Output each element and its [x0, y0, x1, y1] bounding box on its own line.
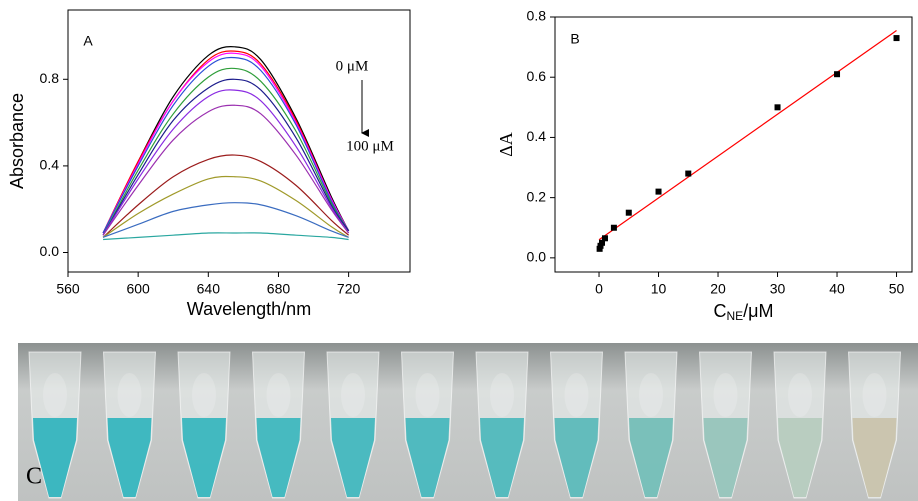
- panel-label: C: [26, 464, 42, 490]
- tube-highlight: [266, 373, 291, 417]
- y-axis-title: Absorbance: [7, 93, 27, 189]
- x-tick-label: 640: [197, 281, 221, 297]
- tube-liquid: [852, 418, 897, 497]
- spectrum-line: [102, 104, 350, 236]
- spectrum-line: [102, 46, 350, 234]
- data-point: [834, 71, 841, 78]
- data-point: [599, 239, 606, 246]
- data-point: [596, 245, 603, 252]
- spectrum-line: [102, 67, 350, 236]
- y-tick-label: 0.8: [40, 70, 60, 86]
- tube-liquid: [629, 418, 673, 497]
- tube-liquid: [405, 418, 450, 497]
- spectrum-line: [102, 78, 350, 236]
- data-point: [685, 170, 692, 177]
- spectrum-line: [103, 232, 349, 241]
- y-tick-label: 0.0: [527, 249, 547, 265]
- spectrum-line: [102, 56, 350, 234]
- spectrum-line: [102, 50, 350, 234]
- y-tick-label: 0.2: [527, 188, 547, 204]
- tube-liquid: [33, 418, 77, 497]
- x-axis-title-part: C: [713, 301, 726, 321]
- tube-highlight: [415, 373, 440, 417]
- annotation: 0 μM: [336, 58, 369, 74]
- x-tick-label: 600: [126, 281, 150, 297]
- x-tick-label: 560: [56, 281, 80, 297]
- x-tick-label: 20: [710, 281, 726, 297]
- tube-highlight: [639, 373, 663, 417]
- x-tick-label: 0: [595, 281, 603, 297]
- tube-liquid: [107, 418, 152, 497]
- tube-highlight: [713, 373, 738, 417]
- tube-highlight: [564, 373, 589, 417]
- y-tick-label: 0.4: [40, 157, 60, 173]
- data-point: [610, 224, 617, 231]
- spectrum-line: [102, 202, 349, 238]
- tube-highlight: [490, 373, 514, 417]
- fit-line: [598, 30, 897, 241]
- tubes: [28, 351, 902, 499]
- spectrum-line: [102, 175, 349, 238]
- tube-liquid: [480, 418, 524, 497]
- panel-label: B: [570, 31, 579, 47]
- x-tick-label: 30: [770, 281, 786, 297]
- tube-highlight: [192, 373, 216, 417]
- spectrum-line: [102, 52, 350, 234]
- x-tick-label: 40: [829, 281, 845, 297]
- x-tick-label: 50: [889, 281, 905, 297]
- data-point: [601, 235, 608, 242]
- x-axis-title: CNE/μM: [713, 301, 773, 323]
- y-tick-label: 0.0: [40, 243, 60, 259]
- plot-frame: [554, 16, 913, 273]
- x-axis-title: Wavelength/nm: [187, 299, 311, 319]
- tube-liquid: [331, 418, 375, 497]
- x-tick-label: 10: [651, 281, 667, 297]
- data-point: [774, 104, 781, 111]
- tube-liquid: [703, 418, 748, 497]
- x-axis-title-part: /μM: [743, 301, 773, 321]
- panel-label: A: [83, 33, 93, 49]
- data-point: [597, 242, 604, 249]
- tube-highlight: [341, 373, 365, 417]
- data-point: [655, 188, 662, 195]
- tube-liquid: [256, 418, 301, 497]
- y-axis-title: ΔA: [496, 132, 516, 157]
- x-tick-label: 720: [337, 281, 361, 297]
- tube-liquid: [182, 418, 226, 497]
- y-tick-label: 0.4: [527, 128, 547, 144]
- spectrum-line: [102, 89, 350, 236]
- annotation: 100 μM: [346, 138, 394, 154]
- tube-highlight: [43, 373, 67, 417]
- tube-highlight: [862, 373, 887, 417]
- tube-highlight: [117, 373, 142, 417]
- y-tick-label: 0.8: [527, 8, 547, 24]
- tube-liquid: [554, 418, 599, 497]
- data-point: [625, 209, 632, 216]
- data-point: [893, 35, 900, 42]
- plot-frame: [67, 9, 411, 273]
- photo-background: [18, 343, 918, 501]
- tube-highlight: [788, 373, 812, 417]
- x-axis-title-part: NE: [726, 309, 743, 323]
- tube-liquid: [778, 418, 822, 497]
- spectrum-line: [102, 154, 350, 238]
- y-tick-label: 0.6: [527, 68, 547, 84]
- x-tick-label: 680: [267, 281, 291, 297]
